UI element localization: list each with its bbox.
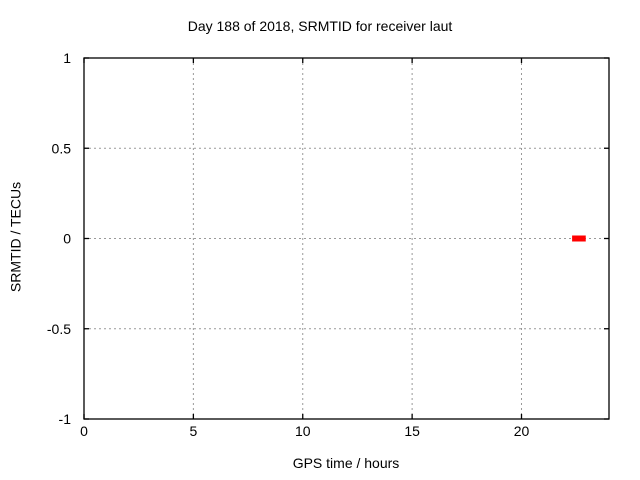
y-tick-label-0: 0	[63, 231, 71, 247]
chart-title: Day 188 of 2018, SRMTID for receiver lau…	[188, 18, 453, 34]
x-tick-label-10: 10	[295, 423, 311, 439]
data-points	[572, 235, 586, 242]
plot-area: 0 5 10 15 20 -1 -0.5 0 0.5 1	[47, 50, 610, 439]
y-tick-label--0.5: -0.5	[47, 321, 71, 337]
x-tick-label-5: 5	[189, 423, 197, 439]
tick-marks	[83, 57, 609, 420]
x-tick-label-15: 15	[404, 423, 420, 439]
y-axis-label: SRMTID / TECUs	[7, 182, 23, 292]
y-tick-label--1: -1	[59, 411, 72, 427]
tick-labels: 0 5 10 15 20 -1 -0.5 0 0.5 1	[47, 50, 530, 439]
gridlines	[84, 58, 609, 419]
y-tick-label-0.5: 0.5	[52, 140, 72, 156]
data-point	[579, 235, 586, 242]
y-tick-label-1: 1	[63, 50, 71, 66]
x-axis-label: GPS time / hours	[293, 455, 400, 471]
x-tick-label-0: 0	[80, 423, 88, 439]
x-tick-label-20: 20	[514, 423, 530, 439]
